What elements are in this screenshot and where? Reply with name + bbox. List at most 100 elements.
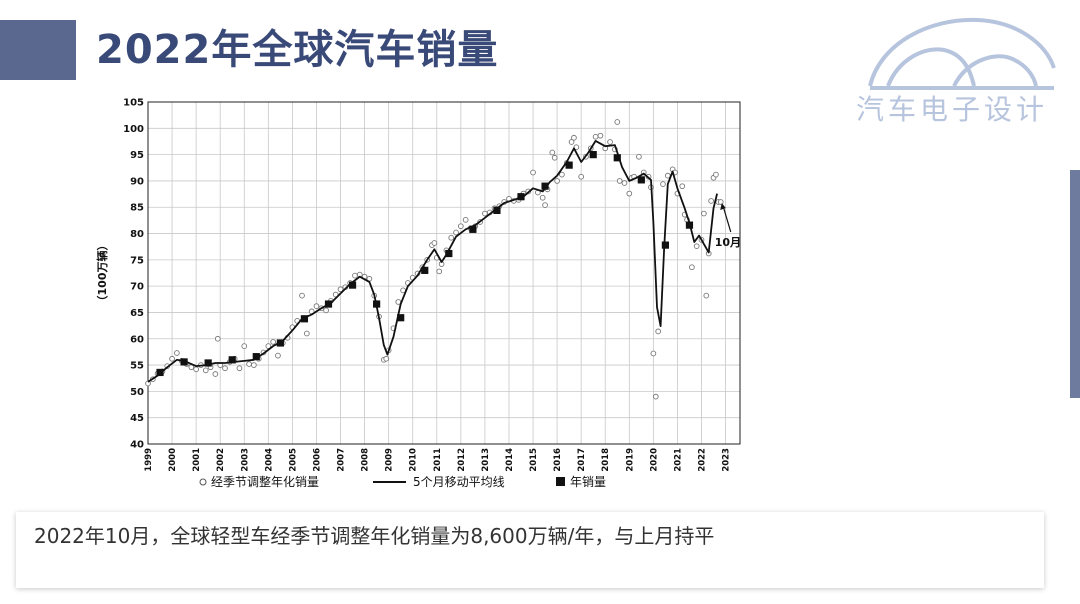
x-tick-label: 2007 <box>337 448 347 472</box>
annual-sales-marker <box>565 161 573 169</box>
saar-point <box>236 365 243 372</box>
y-tick-label: 45 <box>130 413 144 424</box>
annual-sales-marker <box>661 241 669 249</box>
annual-sales-marker <box>324 300 333 308</box>
saar-point <box>431 240 438 246</box>
x-tick-label: 2012 <box>457 448 467 472</box>
saar-point <box>251 362 257 368</box>
saar-point <box>592 133 599 140</box>
moving-average-line <box>147 140 718 383</box>
x-tick-label: 2010 <box>409 448 419 472</box>
x-tick-label: 2018 <box>601 448 611 472</box>
y-tick-label: 80 <box>130 229 144 240</box>
legend-label-saar: 经季节调整年化销量 <box>211 474 319 489</box>
x-tick-label: 2004 <box>264 448 274 472</box>
y-tick-label: 75 <box>130 255 144 266</box>
annual-sales-marker <box>252 353 260 361</box>
x-tick-label: 2001 <box>192 448 202 472</box>
saar-point <box>174 350 180 356</box>
saar-point <box>337 286 344 293</box>
legend-marker-annual <box>556 477 565 486</box>
saar-point <box>607 139 613 145</box>
annual-sales-marker <box>397 314 405 322</box>
annual-sales-marker <box>685 221 694 229</box>
saar-point <box>448 234 455 241</box>
saar-point <box>578 173 585 180</box>
x-tick-label: 2000 <box>168 448 178 472</box>
annual-sales-marker <box>469 225 477 233</box>
saar-point <box>616 178 623 184</box>
saar-point <box>689 264 695 271</box>
caption-text: 2022年10月，全球轻型车经季节调整年化销量为8,600万辆/年，与上月持平 <box>34 524 715 548</box>
x-tick-label: 2002 <box>216 448 226 472</box>
saar-point <box>436 268 443 275</box>
annual-sales-marker <box>373 300 381 308</box>
saar-point <box>693 243 700 250</box>
saar-point <box>549 149 556 156</box>
logo-text: 汽车电子设计 <box>856 93 1049 126</box>
x-tick-label: 2016 <box>553 448 563 472</box>
y-tick-label: 105 <box>123 98 144 109</box>
saar-point <box>573 144 580 151</box>
saar-point <box>568 139 575 145</box>
saar-point <box>275 352 281 359</box>
saar-point <box>241 343 248 349</box>
title-accent-bar <box>0 20 76 80</box>
x-tick-label: 2021 <box>673 448 683 472</box>
saar-point <box>303 330 310 337</box>
saar-point <box>193 366 199 373</box>
annual-sales-marker <box>589 151 597 159</box>
saar-point <box>559 171 565 178</box>
saar-point <box>660 181 666 187</box>
y-tick-label: 60 <box>130 334 144 345</box>
page-title: 2022年全球汽车销量 <box>96 27 499 73</box>
x-tick-label: 2023 <box>722 448 732 472</box>
y-tick-label: 95 <box>130 150 144 161</box>
saar-point <box>717 199 724 205</box>
saar-point <box>652 393 659 400</box>
saar-point <box>626 190 633 197</box>
x-tick-label: 2011 <box>433 448 443 472</box>
legend-label-annual: 年销量 <box>570 475 606 489</box>
legend-marker-saar <box>199 478 207 486</box>
annual-sales-marker <box>180 358 188 366</box>
saar-point <box>270 339 276 345</box>
saar-point <box>222 365 228 372</box>
annotation-arrowhead <box>720 202 726 210</box>
saar-point <box>352 272 358 279</box>
annual-sales-marker <box>517 193 525 201</box>
x-tick-label: 2005 <box>288 448 298 472</box>
legend-label-moving-average: 5个月移动平均线 <box>413 475 505 489</box>
saar-point <box>212 371 219 377</box>
y-tick-label: 90 <box>130 176 144 187</box>
y-tick-label: 40 <box>130 440 144 451</box>
saar-point <box>246 361 252 367</box>
saar-point <box>703 292 710 299</box>
annual-sales-marker <box>300 315 309 323</box>
annual-sales-marker <box>421 266 429 274</box>
annual-sales-marker <box>541 182 549 190</box>
right-edge-tab <box>1070 170 1080 398</box>
y-tick-label: 65 <box>130 308 144 319</box>
annual-sales-marker <box>204 359 212 367</box>
saar-point <box>313 303 320 309</box>
saar-point <box>708 198 714 204</box>
y-tick-label: 70 <box>130 282 144 293</box>
saar-point <box>650 350 657 357</box>
saar-point <box>457 223 464 230</box>
annual-sales-marker <box>276 339 284 347</box>
saar-point <box>655 328 662 335</box>
annual-sales-marker <box>613 154 621 162</box>
saar-point <box>597 132 604 139</box>
x-tick-label: 2019 <box>625 448 635 472</box>
saar-point <box>701 210 707 217</box>
saar-point <box>551 154 558 161</box>
x-tick-label: 2009 <box>385 448 395 472</box>
x-tick-label: 2008 <box>361 448 371 472</box>
saar-point <box>265 343 272 349</box>
y-tick-label: 50 <box>130 387 144 398</box>
saar-point <box>202 367 209 374</box>
x-tick-label: 2003 <box>240 448 250 472</box>
annual-sales-marker <box>348 281 357 289</box>
x-tick-label: 2013 <box>481 448 491 472</box>
